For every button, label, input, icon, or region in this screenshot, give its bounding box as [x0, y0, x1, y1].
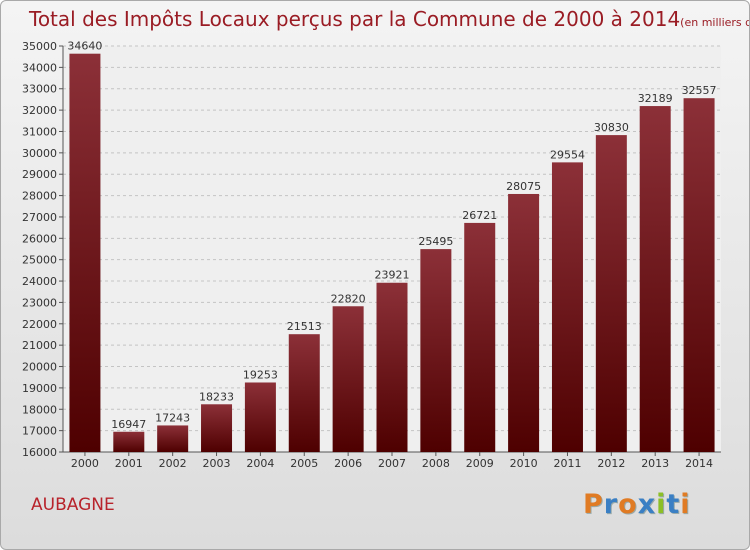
x-tick-label: 2013: [641, 457, 669, 470]
x-tick-label: 2004: [246, 457, 274, 470]
value-label: 22820: [331, 292, 366, 305]
y-tick-label: 19000: [22, 382, 57, 395]
bar: [639, 106, 671, 452]
y-tick-label: 28000: [22, 190, 57, 203]
y-tick-label: 30000: [22, 147, 57, 160]
x-tick-label: 2012: [597, 457, 625, 470]
y-tick-label: 32000: [22, 104, 57, 117]
value-label: 18233: [199, 390, 234, 403]
bar: [508, 193, 540, 452]
y-tick-label: 33000: [22, 83, 57, 96]
logo-letter: x: [637, 489, 657, 520]
y-tick-label: 26000: [22, 232, 57, 245]
bar: [551, 162, 583, 452]
value-label: 34640: [67, 40, 102, 53]
bar: [288, 334, 320, 452]
chart-subtitle: (en milliers d'€): [680, 16, 749, 29]
logo-letter: o: [618, 489, 638, 520]
value-label: 19253: [243, 368, 278, 381]
value-label: 23921: [375, 269, 410, 282]
x-tick-label: 2002: [159, 457, 187, 470]
bar: [69, 53, 101, 453]
y-tick-label: 24000: [22, 275, 57, 288]
y-tick-label: 29000: [22, 168, 57, 181]
bar: [683, 98, 715, 452]
chart-title: Total des Impôts Locaux perçus par la Co…: [29, 7, 749, 31]
value-label: 25495: [418, 235, 453, 248]
y-tick-label: 18000: [22, 403, 57, 416]
x-tick-label: 2000: [71, 457, 99, 470]
x-tick-label: 2011: [553, 457, 581, 470]
x-tick-label: 2001: [115, 457, 143, 470]
logo-letter: i: [680, 489, 691, 520]
value-label: 17243: [155, 411, 190, 424]
x-tick-label: 2010: [510, 457, 538, 470]
value-label: 30830: [594, 121, 629, 134]
y-tick-label: 20000: [22, 361, 57, 374]
y-tick-label: 35000: [22, 40, 57, 53]
bar: [244, 382, 276, 452]
y-tick-label: 34000: [22, 61, 57, 74]
value-label: 32189: [638, 92, 673, 105]
bar: [464, 222, 496, 452]
commune-name: AUBAGNE: [31, 495, 115, 515]
value-label: 32557: [682, 84, 717, 97]
x-tick-label: 2005: [290, 457, 318, 470]
x-tick-label: 2003: [203, 457, 231, 470]
labels: 34640 2000 16947 2001 17243 2002 18233 2003 1925…: [67, 40, 716, 470]
value-label: 21513: [287, 320, 322, 333]
x-tick-label: 2008: [422, 457, 450, 470]
axes: 16000 17000 18000 19000 20000 21000 22000 23000…: [22, 40, 721, 459]
y-tick-label: 23000: [22, 296, 57, 309]
bar: [376, 282, 408, 452]
logo-letter: t: [666, 489, 681, 520]
y-tick-label: 17000: [22, 425, 57, 438]
bar: [332, 306, 364, 452]
bar: [595, 135, 627, 452]
value-label: 16947: [111, 418, 146, 431]
x-tick-label: 2007: [378, 457, 406, 470]
bar: [157, 425, 189, 452]
bar: [420, 249, 452, 452]
y-tick-label: 25000: [22, 254, 57, 267]
x-tick-label: 2006: [334, 457, 362, 470]
x-tick-label: 2014: [685, 457, 713, 470]
logo-letter: P: [583, 489, 604, 520]
y-tick-label: 22000: [22, 318, 57, 331]
bars: [69, 53, 715, 453]
proxiti-logo: Proxiti: [583, 489, 691, 520]
chart-title-text: Total des Impôts Locaux perçus par la Co…: [29, 7, 681, 31]
value-label: 26721: [462, 209, 497, 222]
logo-letter: r: [603, 489, 619, 520]
value-label: 28075: [506, 180, 541, 193]
y-tick-label: 31000: [22, 125, 57, 138]
y-tick-label: 27000: [22, 211, 57, 224]
bar: [201, 404, 233, 452]
y-tick-label: 21000: [22, 339, 57, 352]
value-label: 29554: [550, 148, 585, 161]
logo-letter: i: [656, 489, 667, 520]
bar: [113, 431, 145, 452]
y-tick-label: 16000: [22, 446, 57, 459]
x-tick-label: 2009: [466, 457, 494, 470]
